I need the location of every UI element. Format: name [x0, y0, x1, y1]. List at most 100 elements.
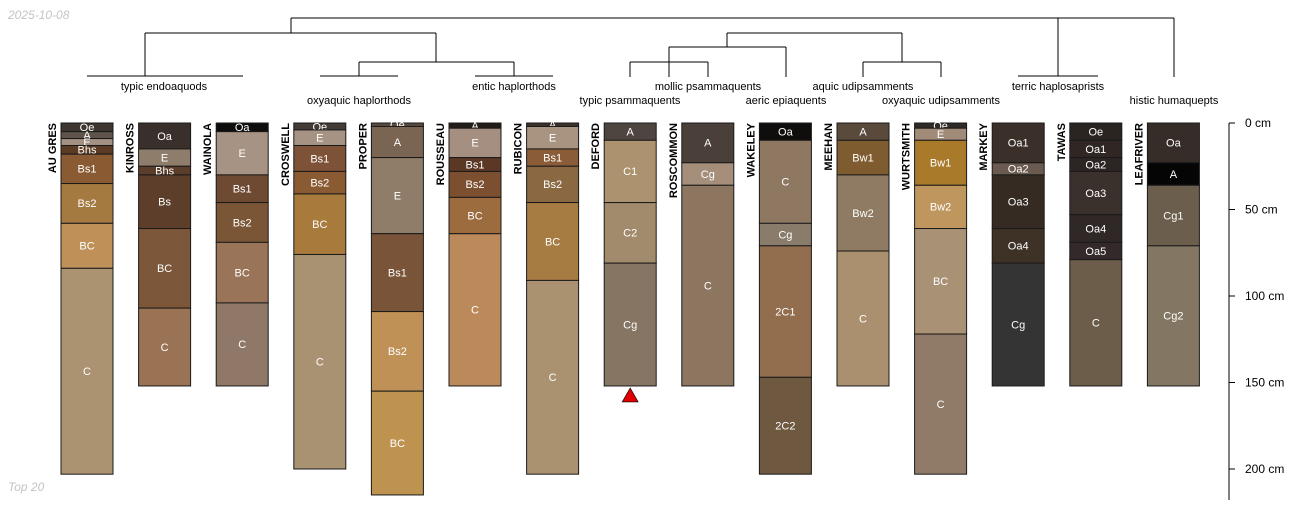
horizon-label: Bs1: [310, 153, 329, 165]
group-label: entic haplorthods: [472, 81, 556, 93]
horizon-wainola-e: [215, 131, 269, 176]
horizon-label: Oa: [157, 131, 173, 143]
horizon-label: E: [937, 129, 944, 141]
profile-name: ROUSSEAU: [435, 123, 447, 185]
horizon-label: E: [316, 133, 323, 145]
horizon-label: C: [471, 305, 479, 317]
horizon-label: C: [859, 313, 867, 325]
horizon-markey-oa4: [991, 228, 1045, 264]
profile-name: MEEHAN: [823, 123, 835, 171]
horizon-wurtsmith-c: [914, 333, 968, 475]
horizon-wakeley-2c2: [758, 376, 812, 475]
horizon-label: C: [83, 366, 91, 378]
horizon-label: E: [161, 152, 168, 164]
profile-name: KINROSS: [125, 123, 137, 173]
horizon-roscommon-c: [681, 184, 735, 387]
horizon-meehan-bw1: [836, 139, 890, 176]
horizon-wainola-bs1: [215, 174, 269, 204]
horizon-meehan-bw2: [836, 174, 890, 252]
horizon-label: Bs2: [233, 217, 252, 229]
profile-name: WAINOLA: [202, 123, 214, 175]
profile-name: DEFORD: [590, 123, 602, 170]
horizon-label: E: [394, 190, 401, 202]
horizon-label: BC: [157, 263, 172, 275]
horizon-label: E: [471, 138, 478, 150]
horizon-label: Bw1: [930, 158, 951, 170]
profile-name: AU GRES: [47, 123, 59, 173]
horizon-croswell-bc: [293, 193, 347, 255]
date-label: 2025-10-08: [8, 8, 70, 22]
dendrogram: [87, 17, 1175, 77]
horizon-rousseau-bs2: [448, 170, 502, 198]
horizon-label: E: [239, 148, 246, 160]
horizon-label: E: [549, 133, 556, 145]
horizon-label: BC: [79, 241, 94, 253]
horizon-label: Bs2: [543, 179, 562, 191]
axis-tick-label: 100 cm: [1245, 289, 1284, 303]
horizon-label: Bs: [158, 197, 171, 209]
horizon-deford-cg: [603, 262, 657, 387]
horizon-au-gres-c: [60, 267, 114, 475]
horizon-markey-oa1: [991, 122, 1045, 164]
horizon-label: A: [549, 120, 557, 132]
horizon-kinross-oa: [138, 122, 192, 150]
horizon-label: 2C2: [775, 421, 795, 433]
horizon-rubicon-bs2: [526, 165, 580, 204]
horizon-label: 2C1: [775, 306, 795, 318]
horizon-label: Bs2: [310, 177, 329, 189]
horizon-label: Cg: [778, 229, 792, 241]
horizon-label: Cg: [623, 319, 637, 331]
profile-name: WAKELEY: [745, 122, 757, 177]
horizon-label: Bw2: [930, 202, 951, 214]
horizon-tawas-oa4: [1069, 214, 1123, 243]
horizon-kinross-bc: [138, 228, 192, 309]
horizon-wakeley-c: [758, 139, 812, 224]
horizon-label: Oe: [80, 122, 95, 134]
profile-rousseau: AE Bs1 Bs2 BC C ROUSSEAU: [435, 120, 502, 387]
axis-tick-label: 0 cm: [1245, 116, 1271, 130]
horizon-label: Cg1: [1163, 210, 1183, 222]
horizon-label: BC: [390, 438, 405, 450]
horizon-label: C: [704, 280, 712, 292]
horizon-label: C: [937, 399, 945, 411]
horizon-label: Oa: [1166, 138, 1182, 150]
horizon-label: C: [238, 339, 246, 351]
profile-name: RUBICON: [513, 123, 525, 174]
profile-name: WURTSMITH: [901, 123, 913, 190]
group-label: terric haplosaprists: [1012, 81, 1105, 93]
horizon-rousseau-e: [448, 127, 502, 159]
horizon-label: Oa2: [1008, 164, 1029, 176]
horizon-meehan-c: [836, 250, 890, 387]
group-label: mollic psammaquents: [655, 81, 762, 93]
horizon-label: BC: [312, 219, 327, 231]
horizon-markey-oa3: [991, 174, 1045, 230]
profile-wakeley: Oa C Cg 2C1 2C2 WAKELEY: [745, 122, 812, 475]
horizon-kinross-c: [138, 307, 192, 387]
horizon-label: BC: [235, 267, 250, 279]
horizon-label: Oa1: [1008, 138, 1029, 150]
horizon-label: C: [781, 177, 789, 189]
horizon-wainola-bs2: [215, 202, 269, 243]
horizon-label: A: [471, 120, 479, 132]
horizon-label: Oa: [235, 122, 251, 134]
horizon-label: Bs1: [388, 267, 407, 279]
horizon-rubicon-c: [526, 279, 580, 475]
profile-leafriver: Oa A Cg1 Cg2 LEAFRIVER: [1133, 122, 1200, 387]
horizon-label: Bs1: [466, 159, 485, 171]
group-label: histic humaquepts: [1130, 95, 1219, 107]
horizon-label: Bs2: [388, 346, 407, 358]
horizon-croswell-bs1: [293, 144, 347, 172]
horizon-label: C: [549, 372, 557, 384]
horizon-label: Bs1: [233, 184, 252, 196]
horizon-label: Oa2: [1085, 159, 1106, 171]
profile-wainola: Oa E Bs1 Bs2 BC C WAINOLA: [202, 122, 269, 387]
horizon-label: Oa3: [1085, 188, 1106, 200]
horizon-label: BC: [467, 210, 482, 222]
horizon-wurtsmith-bc: [914, 228, 968, 335]
